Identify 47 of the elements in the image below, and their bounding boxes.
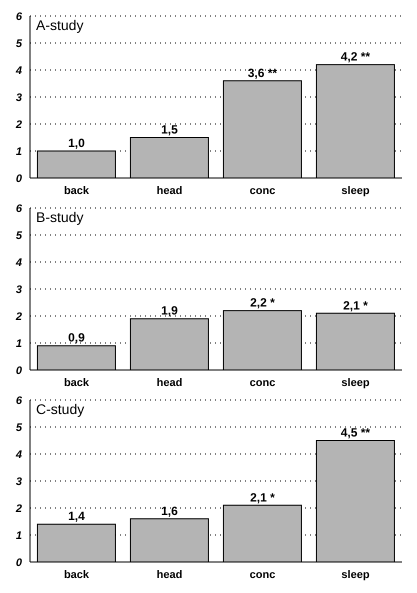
x-tick-label: sleep <box>341 568 370 581</box>
data-label: 0,9 <box>68 330 86 345</box>
x-tick-label: head <box>156 376 182 389</box>
y-tick-label: 3 <box>16 284 22 296</box>
y-tick-label: 2 <box>14 118 22 131</box>
x-tick-label: head <box>156 568 182 581</box>
y-tick-label: 5 <box>16 422 23 434</box>
x-tick-label: conc <box>250 184 276 197</box>
data-label: 1,4 <box>68 509 86 524</box>
y-tick-label: 5 <box>16 230 23 242</box>
y-tick-label: 4 <box>14 64 22 77</box>
chart-title: C-study <box>34 401 86 417</box>
y-tick-label: 6 <box>16 394 23 407</box>
chart-title: B-study <box>34 209 86 225</box>
y-tick-label: 1 <box>16 338 22 350</box>
y-tick-label: 0 <box>16 172 23 185</box>
x-tick-label: conc <box>250 568 276 581</box>
data-label: 1,9 <box>161 304 178 318</box>
data-label: 1,0 <box>68 136 86 150</box>
x-tick-label: sleep <box>341 376 370 389</box>
y-tick-label: 1 <box>16 530 22 542</box>
data-label: 4,5 ** <box>340 426 370 440</box>
x-tick-label: back <box>64 376 90 389</box>
y-tick-label: 4 <box>14 256 22 269</box>
data-label: 2,1 * <box>343 298 368 312</box>
data-label: 1,5 <box>161 122 178 136</box>
y-tick-label: 2 <box>14 502 22 515</box>
y-tick-label: 0 <box>16 556 23 569</box>
y-tick-label: 3 <box>16 92 22 104</box>
x-tick-label: conc <box>250 376 276 389</box>
x-tick-label: head <box>156 184 182 197</box>
y-tick-label: 4 <box>14 448 22 461</box>
data-label: 2,2 * <box>250 296 276 310</box>
y-tick-label: 5 <box>16 38 23 50</box>
data-label: 1,6 <box>161 504 178 518</box>
chart-title: A-study <box>34 17 86 33</box>
x-tick-label: sleep <box>341 184 370 197</box>
data-label: 2,1 * <box>250 490 276 504</box>
data-label: 4,2 ** <box>340 50 370 64</box>
y-tick-label: 1 <box>16 146 22 158</box>
y-tick-label: 2 <box>14 310 22 323</box>
y-tick-label: 6 <box>16 10 23 23</box>
y-tick-label: 6 <box>16 202 23 215</box>
y-tick-label: 3 <box>16 476 22 488</box>
y-tick-label: 0 <box>16 364 23 377</box>
x-tick-label: back <box>64 568 90 581</box>
x-tick-label: back <box>64 184 90 197</box>
